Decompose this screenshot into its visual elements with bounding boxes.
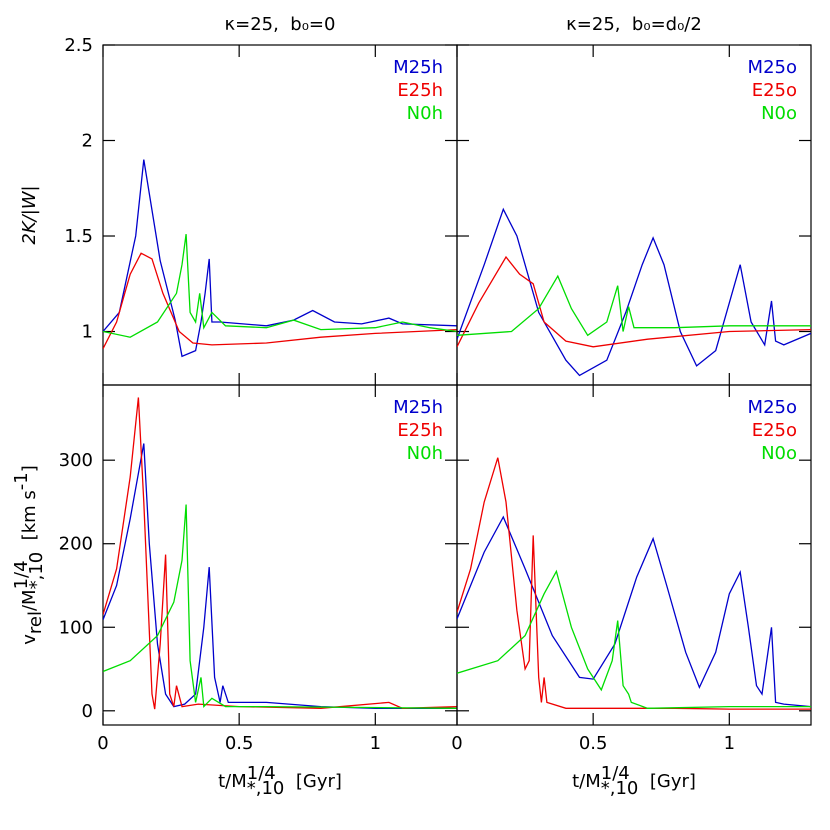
legend-entry: N0h	[407, 103, 443, 124]
x-axis-label: t/M 1/4*,10 [Gyr]	[572, 763, 696, 799]
legend-entry: N0o	[761, 443, 797, 464]
axis-label-part: t/M	[218, 771, 247, 792]
panel-title: κ=25, b₀=d₀/2	[566, 14, 702, 35]
series-line	[103, 504, 457, 709]
axis-label-part: [Gyr]	[284, 771, 342, 792]
axis-label-part: t/M	[572, 771, 601, 792]
y-tick-label: 0	[82, 701, 93, 722]
x-tick-label: 1	[370, 733, 381, 754]
y-tick-label: 2	[82, 131, 93, 152]
legend-entry: M25h	[393, 57, 443, 78]
legend-entry: N0h	[407, 443, 443, 464]
y-tick-label: 100	[59, 617, 93, 638]
axis-label-part: /M	[19, 589, 40, 611]
axis-label-part: 2K/|W|	[19, 185, 40, 244]
x-tick-label: 1	[724, 733, 735, 754]
series-line	[103, 159, 457, 358]
legend-entry: E25h	[397, 420, 443, 441]
x-tick-label: 0.5	[579, 733, 608, 754]
series-line	[103, 234, 457, 338]
axis-label-part: *,10	[247, 778, 285, 799]
legend-entry: E25h	[397, 80, 443, 101]
y-tick-label: 300	[59, 450, 93, 471]
axis-label-part: 1/4	[601, 763, 630, 784]
y-tick-label: 2.5	[64, 35, 93, 56]
panel-frame	[456, 384, 812, 726]
series-line	[457, 255, 811, 348]
y-tick-label: 1.5	[64, 226, 93, 247]
series-line	[103, 252, 457, 349]
series-line	[103, 443, 457, 709]
axis-label-part: 1/4	[11, 560, 32, 589]
axis-label-part: *,10	[26, 552, 47, 590]
series-line	[103, 397, 457, 710]
axis-label-part: rel	[25, 611, 46, 634]
axis-label-part: *,10	[601, 778, 639, 799]
series-line	[457, 515, 811, 708]
series-line	[457, 274, 811, 337]
axis-label-part: v	[19, 634, 40, 645]
x-axis-label: t/M 1/4*,10 [Gyr]	[218, 763, 342, 799]
axis-label-part: [km s	[19, 490, 40, 552]
legend-entry: M25o	[748, 397, 797, 418]
axis-label-part: 1/4	[247, 763, 276, 784]
x-tick-label: 0.5	[225, 733, 254, 754]
legend-entry: N0o	[761, 103, 797, 124]
y-tick-label: 200	[59, 534, 93, 555]
x-tick-label: 0	[97, 733, 108, 754]
axis-label-part: ]	[19, 465, 40, 472]
series-line	[457, 569, 811, 709]
legend-entry: M25h	[393, 397, 443, 418]
y-tick-label: 1	[82, 322, 93, 343]
y-axis-label: 2K/|W|	[19, 185, 40, 244]
legend-entry: E25o	[752, 80, 797, 101]
legend-entry: E25o	[752, 420, 797, 441]
axis-label-part: [Gyr]	[638, 771, 696, 792]
axis-label-part: -1	[11, 472, 32, 490]
panel-title: κ=25, b₀=0	[225, 14, 336, 35]
series-line	[457, 457, 811, 710]
x-tick-label: 0	[451, 733, 462, 754]
series-line	[457, 207, 811, 377]
legend-entry: M25o	[748, 57, 797, 78]
